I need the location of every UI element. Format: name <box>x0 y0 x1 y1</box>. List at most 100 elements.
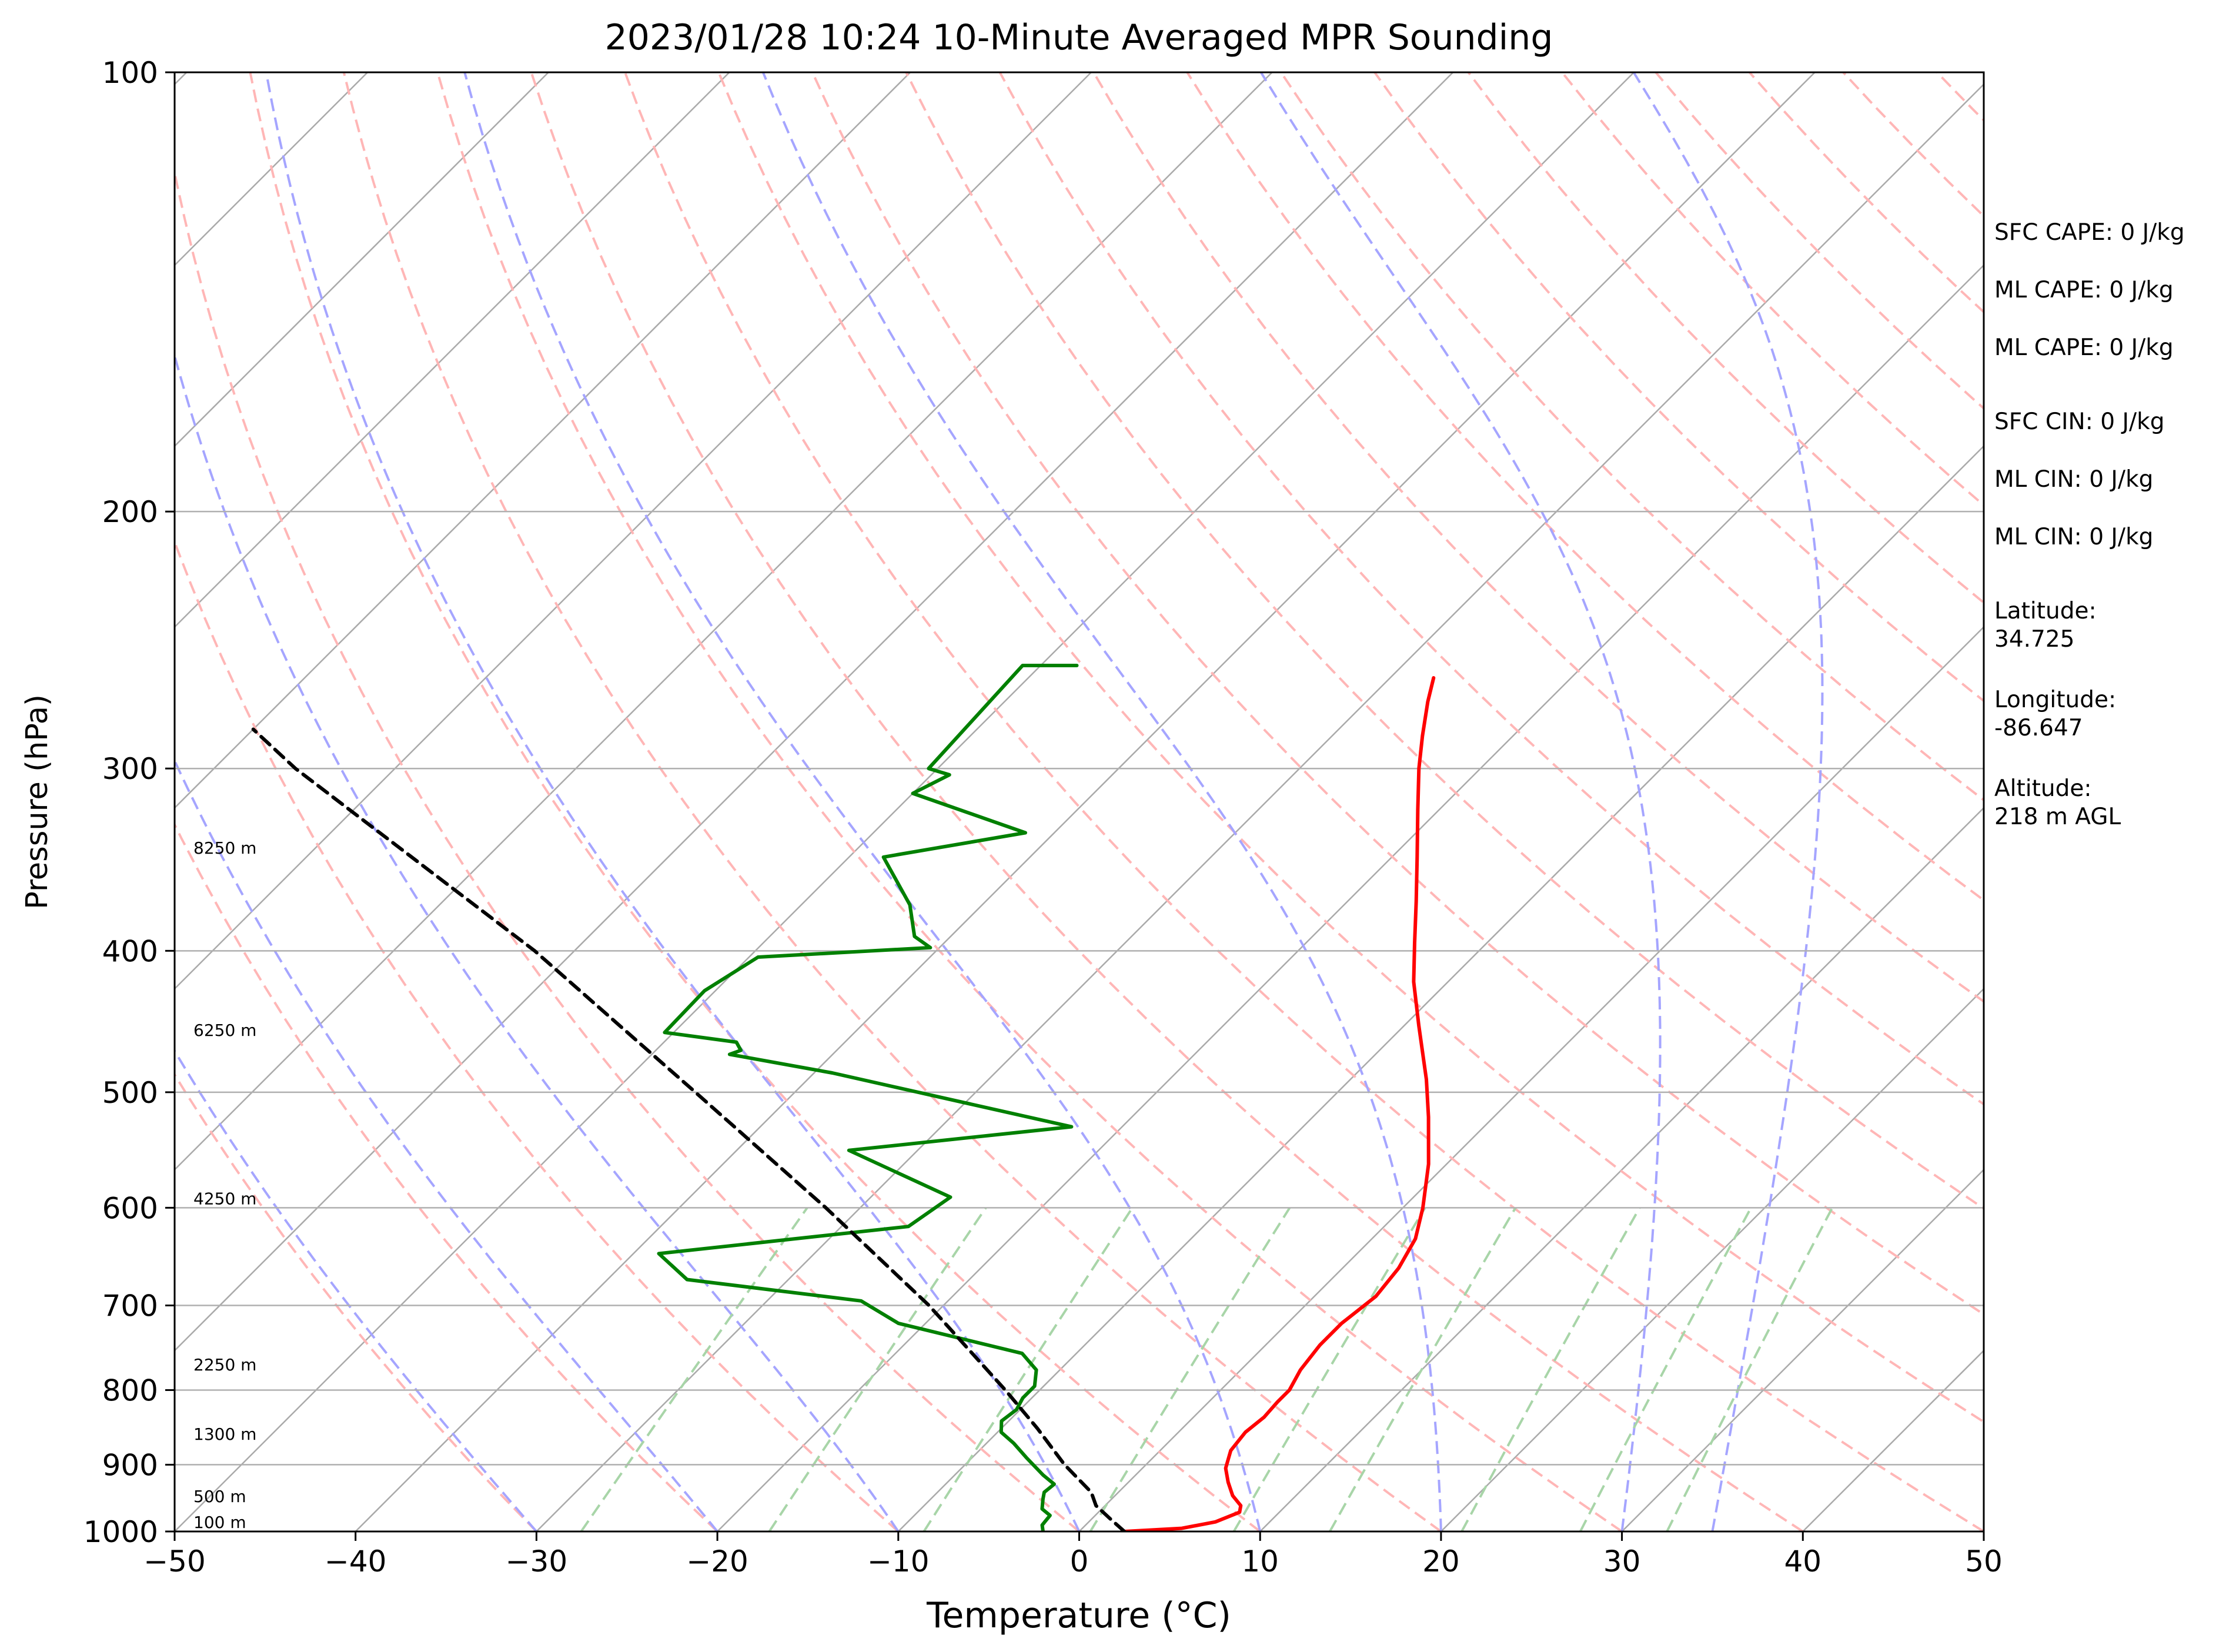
x-tick-label: 30 <box>1603 1544 1641 1579</box>
temperature-line <box>1122 676 1436 1531</box>
index-item: Altitude: 218 m AGL <box>1994 775 2121 831</box>
sounding-profiles <box>251 664 1436 1531</box>
index-label: Longitude: <box>1994 687 2117 713</box>
index-item: ML CAPE: 0 J/kg <box>1994 334 2174 362</box>
dry-adiabat-line <box>249 72 1261 1531</box>
height-label: 100 m <box>193 1513 246 1532</box>
x-tick-label: 0 <box>1070 1544 1089 1579</box>
isotherm-line <box>175 72 1092 990</box>
mixing-ratio-line <box>1579 1207 1752 1531</box>
moist-adiabat-line <box>175 1048 537 1531</box>
x-tick-label: 40 <box>1784 1544 1821 1579</box>
mixing-ratio-line <box>1460 1207 1641 1531</box>
x-tick-label: −10 <box>867 1544 930 1579</box>
x-tick-label: 50 <box>1965 1544 2003 1579</box>
height-label: 500 m <box>193 1487 246 1506</box>
index-label: ML CAPE: 0 J/kg <box>1994 335 2174 361</box>
isotherm-line <box>1621 1168 1984 1531</box>
mixing-ratio-line <box>1329 1207 1517 1531</box>
x-tick-label: −30 <box>506 1544 568 1579</box>
x-tick-label: −40 <box>325 1544 387 1579</box>
index-label: ML CIN: 0 J/kg <box>1994 466 2154 493</box>
isotherm-line <box>175 72 730 628</box>
dry-adiabat-line <box>1186 72 1984 902</box>
y-tick-label: 100 <box>102 56 158 90</box>
index-item: SFC CIN: 0 J/kg <box>1994 408 2164 436</box>
dry-adiabat-line <box>175 539 900 1531</box>
dry-adiabat-line <box>342 72 1442 1531</box>
mixing-ratio-line <box>1232 1207 1426 1531</box>
dry-adiabat-line <box>624 72 1984 1531</box>
height-label: 4250 m <box>193 1189 256 1208</box>
isotherm-line <box>175 72 1635 1531</box>
index-value: -86.647 <box>1994 715 2083 741</box>
x-axis-label: Temperature (°C) <box>926 1595 1231 1636</box>
chart-title: 2023/01/28 10:24 10-Minute Averaged MPR … <box>605 17 1553 58</box>
height-label: 2250 m <box>193 1355 256 1375</box>
mixing-ratio-line <box>580 1207 808 1531</box>
mixing-ratio-line <box>768 1207 987 1531</box>
isotherm-line <box>1078 626 1984 1531</box>
index-label: ML CAPE: 0 J/kg <box>1994 277 2174 303</box>
moist-adiabat-line <box>463 72 1262 1531</box>
y-tick-label: 400 <box>102 934 158 968</box>
dry-adiabat-line <box>1279 72 1984 802</box>
dewpoint-line <box>657 664 1079 1531</box>
y-tick-label: 300 <box>102 752 158 786</box>
height-label: 8250 m <box>193 838 256 858</box>
moist-adiabat-line <box>1259 72 1662 1531</box>
y-tick-label: 600 <box>102 1191 158 1225</box>
y-tick-label: 800 <box>102 1373 158 1407</box>
index-item: ML CAPE: 0 J/kg <box>1994 276 2174 305</box>
dry-adiabat-line <box>717 72 1984 1423</box>
isotherm-line <box>1259 807 1984 1531</box>
isotherm-line <box>0 72 6 1531</box>
isotherm-line <box>355 72 1816 1531</box>
index-item: ML CIN: 0 J/kg <box>1994 523 2153 551</box>
moist-adiabat-line <box>1632 72 1824 1531</box>
dry-adiabat-line <box>175 822 718 1531</box>
isotherm-line <box>175 72 549 447</box>
index-item: ML CIN: 0 J/kg <box>1994 466 2153 494</box>
moist-adiabat-line <box>175 352 900 1531</box>
isotherm-line <box>175 72 368 266</box>
index-item: SFC CAPE: 0 J/kg <box>1994 219 2185 247</box>
moist-adiabat-line <box>265 72 1081 1531</box>
dry-adiabat-line <box>905 72 1984 1210</box>
index-label: Altitude: <box>1994 775 2092 802</box>
moist-adiabat-line <box>175 758 718 1531</box>
x-axis: −50 −40 −30 −20 −10 0 10 20 30 40 50 <box>143 1531 2003 1579</box>
x-tick-label: −50 <box>143 1544 206 1579</box>
height-labels: 100 m 500 m 1300 m 2250 m 4250 m 6250 m 8250 m <box>193 838 256 1532</box>
isobar-gridlines <box>175 72 1984 1531</box>
index-value: 34.725 <box>1994 626 2075 653</box>
index-label: SFC CIN: 0 J/kg <box>1994 409 2165 435</box>
x-tick-label: −20 <box>686 1544 748 1579</box>
y-axis: 1000 900 800 700 600 500 400 300 200 100 <box>83 56 175 1549</box>
x-tick-label: 10 <box>1241 1544 1279 1579</box>
isotherm-line <box>536 83 1984 1531</box>
dry-adiabat-line <box>436 72 1623 1531</box>
index-label: Latitude: <box>1994 598 2097 624</box>
isotherm-line <box>1440 988 1984 1531</box>
moist-adiabat-line <box>761 72 1442 1531</box>
dry-adiabat-line <box>1655 72 1984 410</box>
y-tick-label: 700 <box>102 1289 158 1323</box>
dry-adiabat-line <box>175 166 1080 1531</box>
dry-adiabat-line <box>811 72 1984 1316</box>
mixing-ratio-line <box>1666 1207 1834 1531</box>
y-tick-label: 200 <box>102 495 158 529</box>
parcel-profile-line <box>251 727 1127 1531</box>
isotherm-line <box>897 445 1984 1531</box>
dry-adiabat-line <box>175 1072 537 1531</box>
index-item: Latitude: 34.725 <box>1994 597 2097 654</box>
dry-adiabat-line <box>1561 72 1984 507</box>
isotherm-line <box>175 72 911 809</box>
index-value: 218 m AGL <box>1994 804 2121 830</box>
y-tick-label: 500 <box>102 1076 158 1110</box>
y-axis-label: Pressure (hPa) <box>20 694 55 909</box>
index-item: Longitude: -86.647 <box>1994 686 2116 743</box>
height-label: 1300 m <box>193 1424 256 1444</box>
mixing-ratio-line <box>923 1207 1134 1531</box>
